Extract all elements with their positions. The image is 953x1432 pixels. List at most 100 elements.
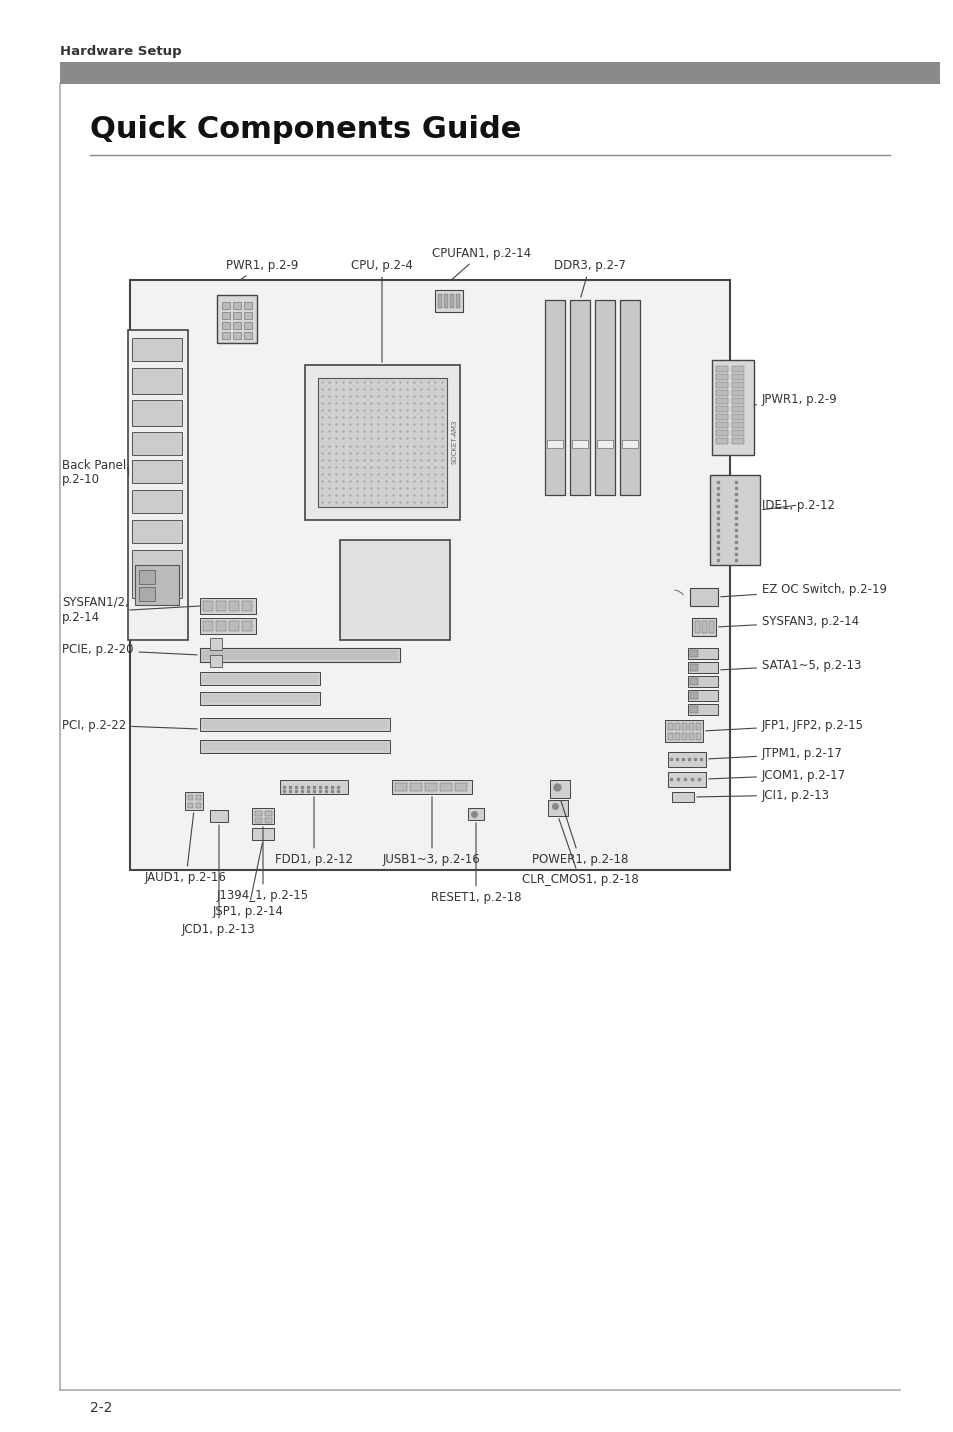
Bar: [671, 792, 693, 802]
Bar: [252, 828, 274, 841]
Bar: [687, 690, 718, 702]
Text: POWER1, p.2-18: POWER1, p.2-18: [531, 800, 627, 866]
Bar: [424, 783, 436, 790]
Bar: [550, 780, 569, 798]
Bar: [254, 811, 262, 816]
Bar: [731, 367, 743, 372]
Text: J1394_1, p.2-15: J1394_1, p.2-15: [216, 826, 309, 902]
Bar: [619, 299, 639, 495]
Bar: [132, 460, 182, 483]
Bar: [139, 570, 154, 584]
Bar: [681, 723, 686, 730]
Bar: [708, 621, 713, 633]
Bar: [203, 601, 213, 611]
Text: JUSB1~3, p.2-16: JUSB1~3, p.2-16: [383, 796, 480, 866]
Bar: [716, 414, 727, 420]
Bar: [229, 621, 239, 632]
Bar: [455, 783, 467, 790]
Bar: [716, 374, 727, 379]
Bar: [569, 299, 589, 495]
Bar: [200, 649, 399, 662]
Bar: [547, 800, 567, 816]
Bar: [216, 295, 256, 344]
Bar: [210, 639, 222, 650]
Bar: [128, 329, 188, 640]
Bar: [233, 302, 241, 309]
Bar: [443, 294, 448, 308]
Text: CLR_CMOS1, p.2-18: CLR_CMOS1, p.2-18: [521, 819, 638, 886]
Bar: [244, 312, 252, 319]
Bar: [252, 808, 274, 823]
Bar: [437, 294, 441, 308]
Text: RESET1, p.2-18: RESET1, p.2-18: [431, 823, 520, 905]
Bar: [687, 705, 718, 715]
Bar: [688, 733, 693, 740]
Bar: [691, 619, 716, 636]
Bar: [689, 650, 698, 657]
Text: Quick Components Guide: Quick Components Guide: [90, 116, 521, 145]
Bar: [229, 601, 239, 611]
Bar: [222, 322, 230, 329]
Bar: [244, 302, 252, 309]
Bar: [695, 621, 700, 633]
Bar: [202, 742, 388, 750]
Bar: [200, 740, 390, 753]
Bar: [687, 662, 718, 673]
Bar: [395, 783, 407, 790]
Bar: [200, 619, 255, 634]
Bar: [439, 783, 452, 790]
Bar: [689, 664, 698, 672]
Bar: [716, 430, 727, 435]
Text: SOCKET-AM3: SOCKET-AM3: [452, 420, 457, 464]
Bar: [731, 374, 743, 379]
Bar: [731, 422, 743, 428]
Text: JSP1, p.2-14: JSP1, p.2-14: [213, 842, 283, 918]
Bar: [195, 795, 201, 800]
Bar: [200, 672, 319, 684]
Bar: [435, 291, 462, 312]
Bar: [305, 365, 459, 520]
Bar: [688, 723, 693, 730]
Bar: [731, 382, 743, 388]
Bar: [709, 475, 760, 566]
Bar: [280, 780, 348, 793]
Bar: [202, 650, 397, 660]
Bar: [716, 382, 727, 388]
Text: JPWR1, p.2-9: JPWR1, p.2-9: [753, 394, 837, 407]
Bar: [130, 281, 729, 871]
Bar: [200, 599, 255, 614]
Text: JCD1, p.2-13: JCD1, p.2-13: [182, 825, 255, 937]
Bar: [233, 332, 241, 339]
Bar: [132, 400, 182, 425]
Bar: [716, 367, 727, 372]
Text: IDE1, p.2-12: IDE1, p.2-12: [761, 498, 834, 511]
Text: JTPM1, p.2-17: JTPM1, p.2-17: [708, 748, 842, 760]
Bar: [681, 733, 686, 740]
Bar: [621, 440, 638, 448]
Bar: [132, 338, 182, 361]
Bar: [731, 430, 743, 435]
Bar: [222, 312, 230, 319]
Bar: [200, 692, 319, 705]
Text: PCIE, p.2-20: PCIE, p.2-20: [62, 643, 197, 656]
Bar: [132, 490, 182, 513]
Bar: [696, 723, 700, 730]
Bar: [689, 706, 698, 713]
Text: JCOM1, p.2-17: JCOM1, p.2-17: [708, 769, 845, 782]
Bar: [664, 720, 702, 742]
Text: PWR1, p.2-9: PWR1, p.2-9: [226, 259, 298, 281]
Bar: [185, 792, 203, 811]
Text: SATA1~5, p.2-13: SATA1~5, p.2-13: [720, 659, 861, 672]
Bar: [233, 322, 241, 329]
Bar: [731, 407, 743, 412]
Bar: [139, 587, 154, 601]
Bar: [731, 398, 743, 404]
Bar: [210, 811, 228, 822]
Bar: [317, 378, 447, 507]
Bar: [203, 621, 213, 632]
Bar: [242, 601, 252, 611]
Text: DDR3, p.2-7: DDR3, p.2-7: [554, 259, 625, 298]
Text: Back Panel,: Back Panel,: [62, 458, 130, 471]
Bar: [716, 390, 727, 397]
Bar: [265, 818, 272, 823]
